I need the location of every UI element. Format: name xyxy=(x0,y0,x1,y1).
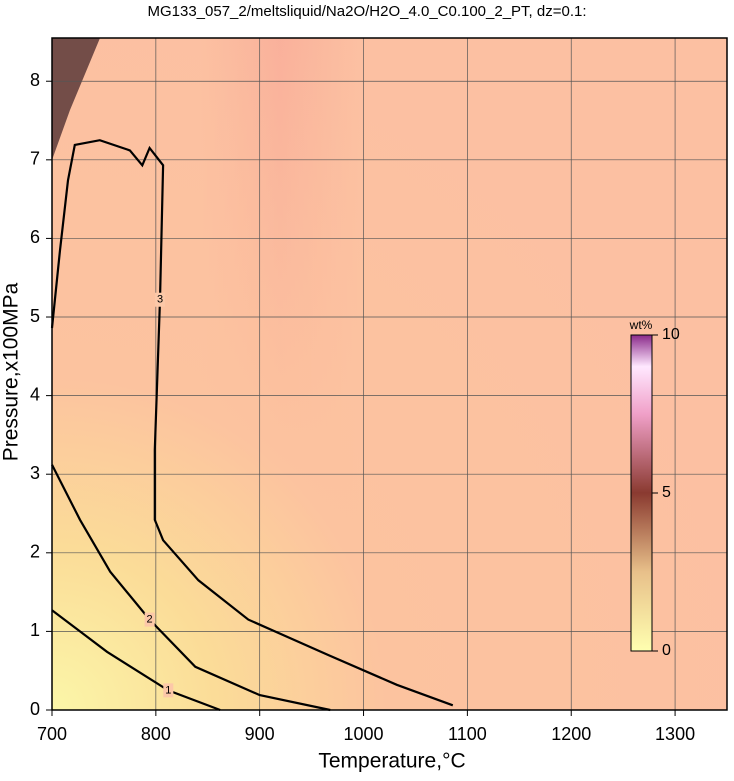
colorbar xyxy=(630,334,653,652)
y-tick-label: 8 xyxy=(30,70,40,90)
x-tick-label: 800 xyxy=(141,724,171,744)
contour-label-bg xyxy=(163,683,174,698)
y-tick-label: 6 xyxy=(30,227,40,247)
contour-label: 1 xyxy=(165,684,171,696)
x-tick-label: 1300 xyxy=(655,724,695,744)
colorbar-tick-label: 0 xyxy=(662,642,671,659)
y-tick-label: 4 xyxy=(30,384,40,404)
y-tick-label: 5 xyxy=(30,306,40,326)
y-tick-label: 3 xyxy=(30,463,40,483)
x-tick-label: 1000 xyxy=(344,724,384,744)
contour-line xyxy=(50,139,454,707)
y-tick-label: 7 xyxy=(30,149,40,169)
x-axis-label: Temperature,°C xyxy=(318,750,465,773)
colorbar-tick-label: 5 xyxy=(662,484,671,501)
plot-frame xyxy=(51,37,728,711)
chart-title: MG133_057_2/meltsliquid/Na2O/H2O_4.0_C0.… xyxy=(147,3,586,20)
colorbar-tick-label: 10 xyxy=(662,326,680,343)
x-tick-label: 900 xyxy=(245,724,275,744)
shading xyxy=(52,38,727,710)
y-tick-label: 0 xyxy=(30,699,40,719)
x-tick-label: 1200 xyxy=(551,724,591,744)
y-tick-label: 2 xyxy=(30,542,40,562)
x-tick-label: 1100 xyxy=(448,724,487,744)
contour-label-bg xyxy=(155,292,165,307)
x-tick-label: 700 xyxy=(37,724,67,744)
colorbar-label: wt% xyxy=(629,318,653,332)
contour-label-bg xyxy=(144,612,155,627)
y-axis-label: Pressure,x100MPa xyxy=(0,282,23,461)
contour-label: 3 xyxy=(157,294,163,306)
y-tick-label: 1 xyxy=(30,620,40,640)
shading xyxy=(52,38,100,160)
contour-label: 2 xyxy=(147,614,153,626)
contour-line xyxy=(51,609,221,712)
